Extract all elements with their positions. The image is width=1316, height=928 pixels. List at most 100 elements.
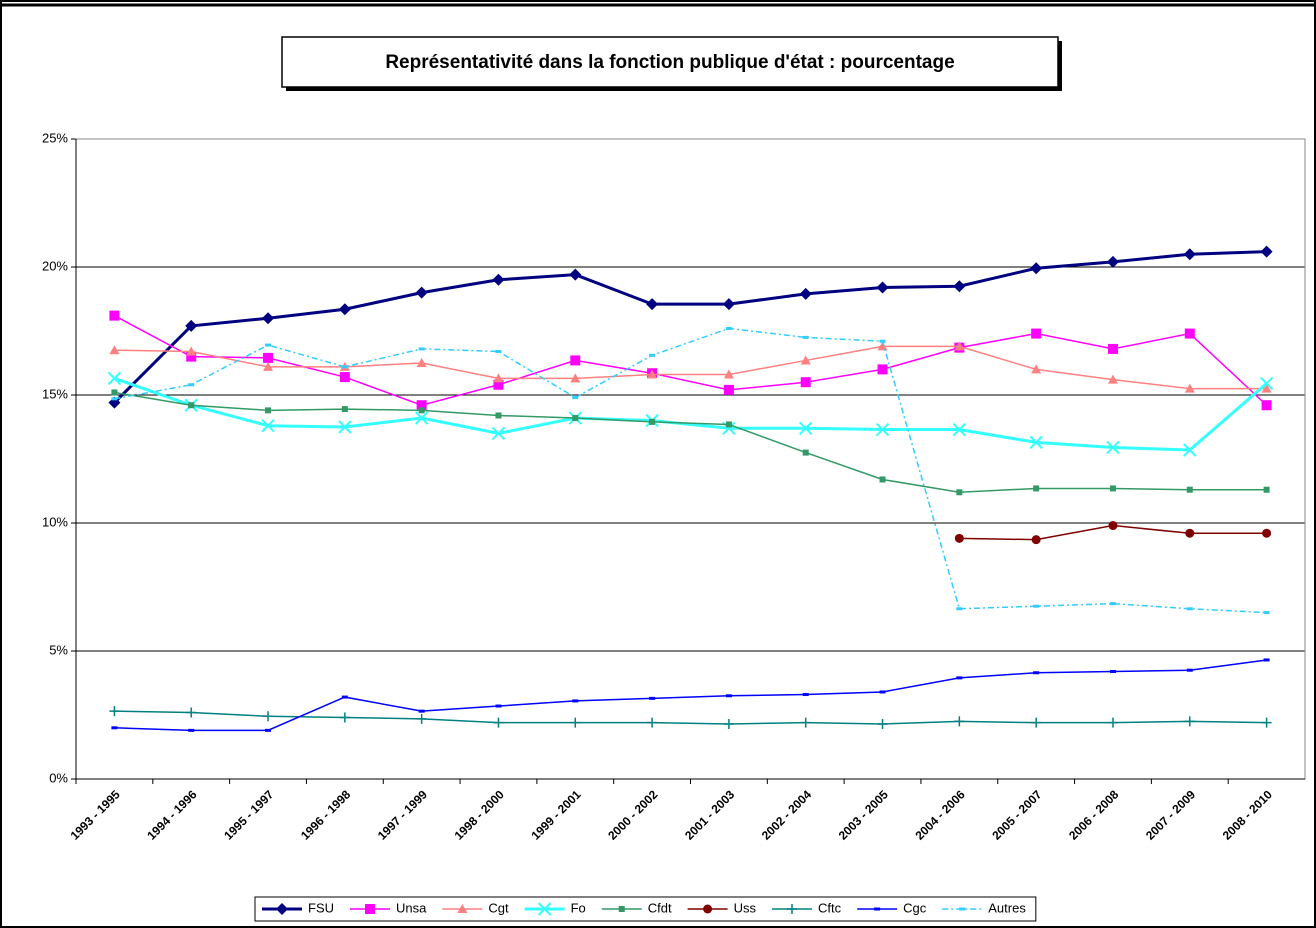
marker [876,281,889,294]
marker [493,379,504,390]
legend-label: Autres [988,900,1026,915]
marker [491,426,506,441]
marker [263,711,274,722]
legend: FSU Unsa Cgt Fo Cfdt Uss Cftc Cgc Autres [254,896,1037,922]
marker [1106,440,1120,455]
marker [572,415,579,422]
marker [495,412,502,419]
marker [647,717,658,728]
marker [722,298,735,311]
title-box [281,36,1059,88]
marker [1184,716,1195,727]
marker [262,312,275,325]
marker [263,352,274,363]
y-tick-label: 10% [42,514,68,529]
marker [703,904,713,914]
marker [1030,262,1043,275]
marker [570,373,581,383]
marker [537,902,552,916]
marker [416,400,427,411]
series-line [113,250,1267,404]
marker [418,407,425,414]
marker [265,407,272,414]
marker [263,361,274,371]
marker [646,298,659,311]
marker [1031,535,1041,545]
legend-label: Cftc [818,900,842,915]
marker [261,419,275,433]
marker [723,384,734,395]
marker [1031,364,1042,374]
series-line [114,659,1267,732]
marker [1185,528,1195,538]
legend-label: Uss [734,900,757,915]
legend-label: FSU [308,900,334,915]
marker [649,418,656,425]
y-tick-label: 0% [49,770,68,785]
marker [107,371,122,386]
marker [186,346,197,356]
marker [109,345,120,355]
series-line [114,327,1267,614]
marker [569,268,582,281]
marker [339,712,350,723]
marker [416,358,427,367]
marker [414,411,429,425]
marker [800,355,811,365]
y-tick-label: 5% [49,642,68,657]
marker [109,706,120,717]
marker [338,303,351,316]
marker [875,422,890,437]
chart-title: Représentativité dans la fonction publiq… [385,52,954,73]
marker [339,372,350,383]
marker [800,717,811,728]
marker [954,716,965,727]
marker [1029,435,1043,450]
marker [188,402,195,409]
series-line [113,376,1268,452]
marker [109,310,120,321]
marker [416,713,427,724]
marker [647,369,658,379]
marker [493,373,504,383]
marker [1031,328,1042,339]
series-line [114,710,1267,725]
marker [952,422,967,437]
marker [1107,374,1118,384]
y-tick-label: 20% [42,258,68,273]
marker [877,364,888,375]
marker [1108,521,1118,531]
marker [1107,343,1118,354]
y-tick-label: 25% [42,130,68,145]
marker [1186,486,1193,493]
marker [570,717,581,728]
marker [493,717,504,728]
marker [1262,528,1272,538]
legend-label: Fo [571,900,586,915]
y-tick-label: 15% [42,386,68,401]
marker [1107,717,1118,728]
marker [1263,486,1270,493]
marker [492,273,505,286]
marker [802,449,809,456]
marker [185,319,198,332]
marker [1260,245,1273,258]
marker [570,355,581,366]
legend-label: Unsa [396,900,427,915]
legend-label: Cgt [488,900,509,915]
marker [186,351,197,362]
marker [457,904,468,913]
marker [954,533,964,543]
marker [799,421,813,435]
marker [276,903,288,915]
marker [1184,383,1195,393]
marker [799,287,812,300]
marker [787,904,797,914]
legend-label: Cfdt [648,900,672,915]
marker [1183,443,1197,457]
marker [338,420,352,434]
marker [341,406,348,413]
marker [953,280,966,293]
marker [415,286,428,299]
